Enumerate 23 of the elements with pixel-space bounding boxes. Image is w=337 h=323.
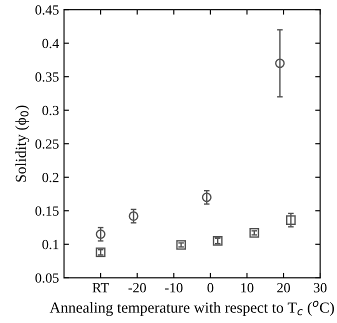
x-tick-label: 10 bbox=[241, 283, 254, 292]
y-tick-label: 0.15 bbox=[35, 206, 59, 216]
y-tick-label: 0.25 bbox=[35, 139, 59, 149]
x-tick-label: 0 bbox=[207, 283, 214, 292]
y-tick-label: 0.2 bbox=[42, 172, 58, 182]
point bbox=[286, 215, 296, 225]
point bbox=[275, 58, 285, 68]
x-tick-label: 30 bbox=[314, 283, 327, 292]
x-tick-label: RT bbox=[92, 283, 109, 292]
y-tick-label: 0.35 bbox=[35, 72, 59, 82]
y-axis-title: Solidity (ϕ$_{0}$) bbox=[15, 106, 30, 182]
point bbox=[128, 211, 138, 221]
y-tick-label: 0.3 bbox=[42, 106, 59, 116]
y-tick-label: 0.05 bbox=[35, 273, 59, 283]
x-tick-label: -20 bbox=[128, 283, 146, 292]
x-tick-label: 20 bbox=[277, 283, 290, 292]
y-tick-label: 0.4 bbox=[42, 38, 59, 48]
x-tick-label: -10 bbox=[165, 283, 183, 292]
y-tick-label: 0.45 bbox=[35, 5, 59, 15]
point bbox=[202, 192, 212, 202]
y-tick-label: 0.1 bbox=[42, 240, 58, 250]
point bbox=[96, 229, 106, 240]
x-axis-title: Annealing temperature with respect to T$_{c}$ ($^{o}$C) bbox=[50, 300, 334, 316]
